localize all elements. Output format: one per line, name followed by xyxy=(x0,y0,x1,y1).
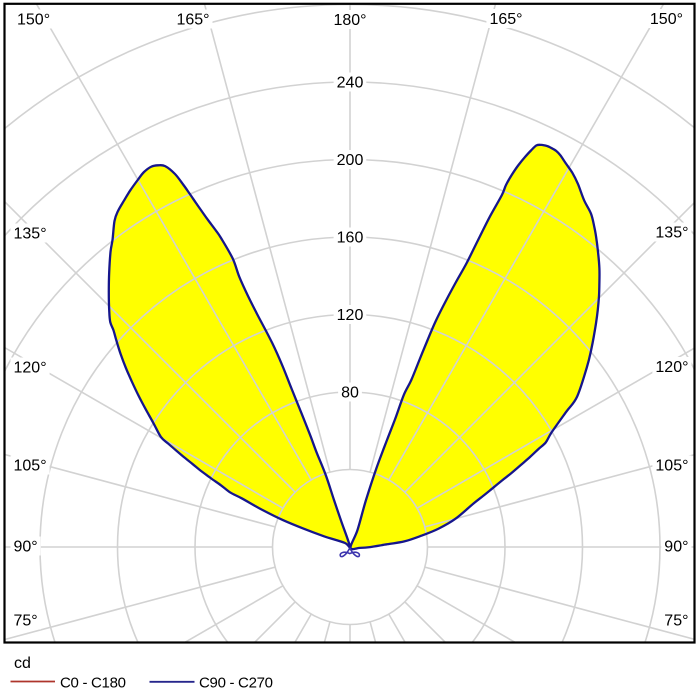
svg-text:180°: 180° xyxy=(333,12,366,29)
svg-text:80: 80 xyxy=(341,385,359,402)
svg-text:cd: cd xyxy=(14,655,31,672)
svg-text:240: 240 xyxy=(337,75,364,92)
svg-text:150°: 150° xyxy=(17,12,50,29)
svg-text:75°: 75° xyxy=(14,613,38,630)
svg-text:120°: 120° xyxy=(14,360,47,377)
svg-text:135°: 135° xyxy=(655,225,688,242)
svg-text:160: 160 xyxy=(337,230,364,247)
svg-text:150°: 150° xyxy=(650,11,683,28)
svg-text:135°: 135° xyxy=(14,226,47,243)
svg-text:90°: 90° xyxy=(664,539,688,556)
svg-text:C0 - C180: C0 - C180 xyxy=(60,675,126,692)
svg-text:200: 200 xyxy=(337,152,364,169)
svg-text:105°: 105° xyxy=(655,458,688,475)
svg-text:105°: 105° xyxy=(14,458,47,475)
svg-text:165°: 165° xyxy=(176,12,209,29)
svg-text:120°: 120° xyxy=(655,359,688,376)
svg-text:120: 120 xyxy=(337,307,364,324)
svg-text:90°: 90° xyxy=(14,539,38,556)
svg-text:165°: 165° xyxy=(489,11,522,28)
svg-text:C90 - C270: C90 - C270 xyxy=(199,675,273,692)
svg-text:75°: 75° xyxy=(664,613,688,630)
